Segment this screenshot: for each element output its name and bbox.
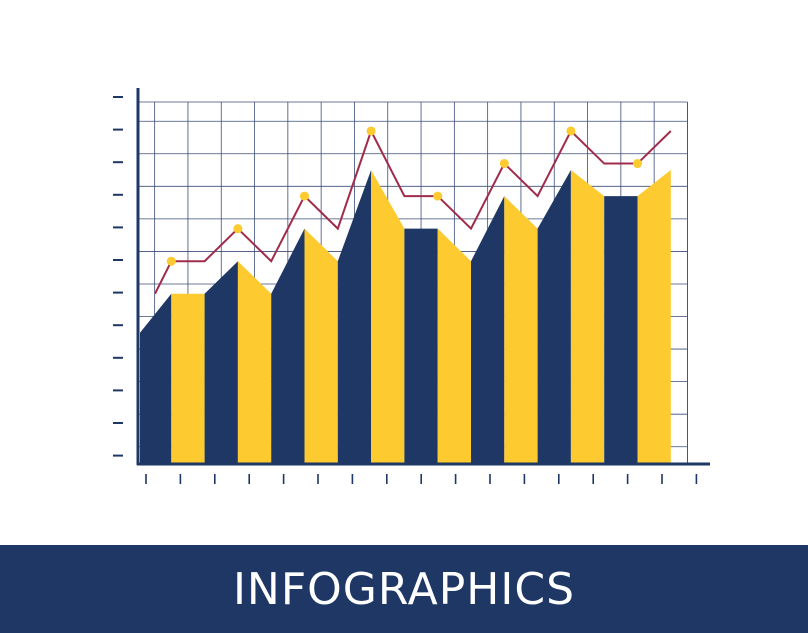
title-banner: INFOGRAPHICS — [0, 545, 808, 633]
series-marker — [566, 126, 576, 136]
area-segment — [371, 170, 405, 464]
area-segment — [637, 170, 671, 464]
area-segment — [237, 261, 272, 463]
area-segment — [171, 293, 205, 463]
series-marker — [499, 159, 509, 169]
chart-svg — [113, 88, 710, 484]
area-segment — [204, 261, 238, 463]
series-marker — [300, 191, 309, 201]
series-marker — [233, 224, 243, 234]
area-segment — [604, 196, 638, 463]
area-segment — [271, 228, 305, 463]
area-segment — [140, 293, 172, 463]
area-segment — [404, 228, 438, 463]
area-segment — [537, 170, 571, 464]
banner-title: INFOGRAPHICS — [232, 563, 576, 615]
area-segment — [304, 228, 338, 463]
series-line — [154, 128, 672, 295]
chart-area — [113, 88, 710, 484]
area-segment — [337, 170, 372, 464]
area-segment — [570, 170, 605, 464]
area-segment — [504, 196, 538, 463]
series-marker — [433, 191, 443, 201]
area-segment — [437, 228, 471, 463]
series-marker — [633, 159, 642, 169]
series-marker — [366, 126, 376, 136]
series-marker — [166, 256, 176, 266]
area-segment — [471, 196, 505, 463]
